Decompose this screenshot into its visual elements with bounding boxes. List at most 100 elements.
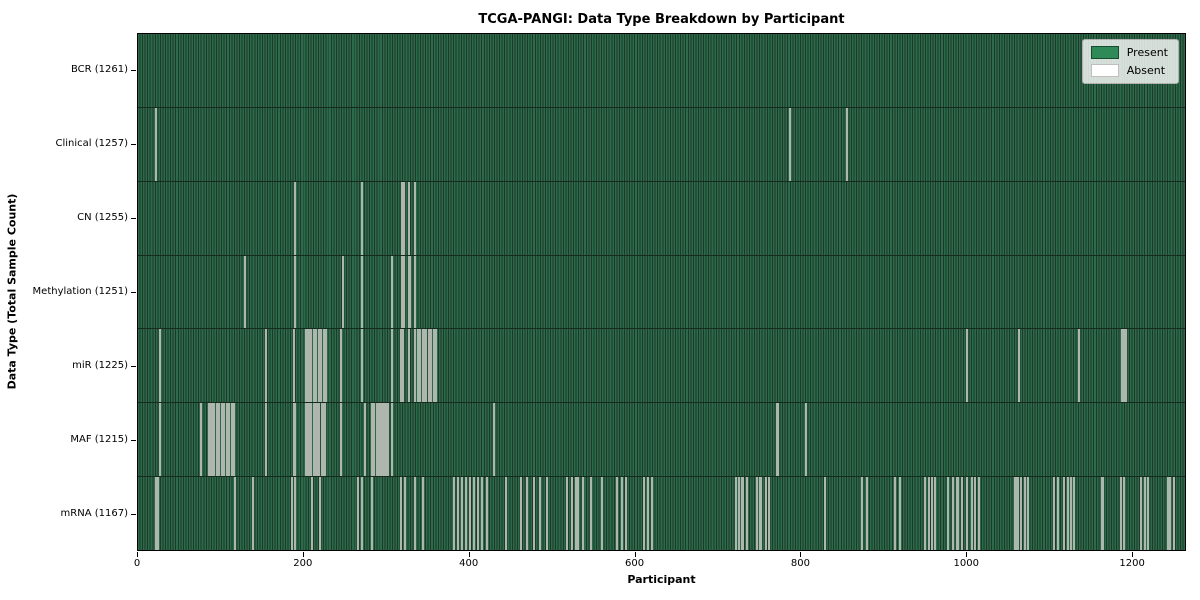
absent-mark [526,477,529,551]
absent-mark [157,477,160,551]
absent-mark [403,477,406,551]
absent-mark [764,477,767,551]
y-tick-mark [131,292,136,293]
absent-mark [387,403,390,477]
absent-mark [400,477,403,551]
absent-mark [930,477,933,551]
absent-mark [391,329,394,403]
y-tick-mark [131,514,136,515]
absent-mark [210,403,213,477]
absent-mark [339,329,342,403]
absent-mark [265,329,268,403]
x-axis-title: Participant [627,573,696,586]
absent-mark [401,255,404,329]
x-tick-mark [966,552,968,557]
legend-present-label: Present [1126,46,1168,59]
data-row-maf [138,403,1185,478]
absent-mark [339,403,342,477]
absent-mark [158,403,161,477]
chart-title: TCGA-PANGI: Data Type Breakdown by Parti… [478,12,845,27]
absent-mark [158,329,161,403]
absent-mark [1121,329,1124,403]
absent-mark [306,329,309,403]
absent-mark [325,329,328,403]
absent-mark [384,403,387,477]
absent-mark [519,477,522,551]
absent-mark [413,255,416,329]
absent-mark [1078,329,1081,403]
absent-mark [391,255,394,329]
legend-absent-label: Absent [1126,64,1166,77]
absent-mark [318,403,321,477]
y-tick-mark [131,70,136,71]
absent-mark [477,477,480,551]
absent-mark [1172,477,1175,551]
x-tick-label: 1200 [1119,558,1145,569]
x-tick-mark [634,552,636,557]
absent-mark [952,477,955,551]
absent-mark [220,403,223,477]
absent-mark [955,477,958,551]
absent-mark [363,403,366,477]
absent-mark [308,403,311,477]
absent-mark [738,477,741,551]
absent-mark [1026,477,1029,551]
absent-mark [320,403,323,477]
y-tick-label: CN (1255) [77,212,128,223]
absent-mark [957,477,960,551]
absent-mark [407,329,410,403]
absent-mark [376,403,379,477]
absent-mark [1056,477,1059,551]
absent-mark [1015,477,1018,551]
data-row-mir [138,329,1185,404]
absent-mark [413,329,416,403]
absent-mark [361,181,364,255]
legend: Present Absent [1081,39,1179,84]
absent-mark [399,329,402,403]
absent-mark [589,477,592,551]
absent-mark [866,477,869,551]
absent-mark [966,477,969,551]
absent-mark [293,477,296,551]
absent-mark [312,329,315,403]
absent-mark [200,403,203,477]
absent-mark [973,477,976,551]
absent-mark [294,255,297,329]
absent-mark [473,477,476,551]
absent-mark [265,403,268,477]
absent-mark [532,477,535,551]
x-tick-mark [1132,552,1134,557]
absent-mark [408,255,411,329]
x-tick-label: 0 [133,558,141,569]
absent-mark [575,477,577,551]
absent-mark [292,329,295,403]
y-tick-mark [131,218,136,219]
absent-mark [341,255,344,329]
absent-mark [215,403,218,477]
absent-mark [432,329,435,403]
absent-mark [315,403,318,477]
absent-swatch-icon [1090,64,1119,77]
absent-mark [319,477,322,551]
absent-mark [1016,477,1019,551]
absent-mark [481,477,484,551]
absent-mark [742,477,745,551]
absent-mark [1143,477,1146,551]
absent-mark [1122,477,1125,551]
absent-mark [401,181,404,255]
x-tick-mark [137,552,138,557]
absent-mark [419,329,422,403]
absent-mark [960,477,963,551]
absent-mark [233,403,236,477]
absent-mark [370,403,373,477]
present-swatch-icon [1090,46,1119,59]
absent-mark [760,477,763,551]
absent-mark [789,107,792,181]
y-tick-label: Clinical (1257) [55,138,129,149]
absent-mark [456,477,459,551]
absent-mark [927,477,930,551]
absent-mark [565,477,568,551]
data-row-bcr [138,34,1185,108]
absent-mark [805,403,808,477]
data-row-mrna [138,477,1185,551]
